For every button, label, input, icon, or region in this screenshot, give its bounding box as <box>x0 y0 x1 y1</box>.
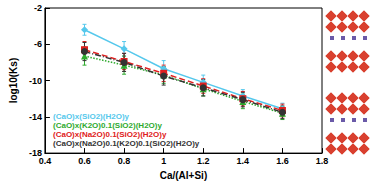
svg-text:-2: -2 <box>34 3 42 13</box>
svg-text:(CaO)x(Na2O)0.1(K2O)0.1(SiO2)(: (CaO)x(Na2O)0.1(K2O)0.1(SiO2)(H2O)y <box>53 139 200 148</box>
svg-text:log10(Ks): log10(Ks) <box>8 58 19 104</box>
svg-text:1.4: 1.4 <box>237 156 250 166</box>
svg-text:Ca/(Al+Si): Ca/(Al+Si) <box>160 170 208 181</box>
svg-text:-10: -10 <box>29 76 42 86</box>
svg-text:0.6: 0.6 <box>78 156 91 166</box>
svg-text:0.4: 0.4 <box>39 156 52 166</box>
svg-text:-14: -14 <box>29 112 42 122</box>
svg-text:(CaO)x(SiO2)(H2O)y: (CaO)x(SiO2)(H2O)y <box>53 112 130 121</box>
svg-text:0.8: 0.8 <box>118 156 131 166</box>
svg-text:1.8: 1.8 <box>316 156 329 166</box>
svg-text:1.6: 1.6 <box>276 156 289 166</box>
svg-text:(CaO)x(K2O)0.1(SiO2)(H2O)y: (CaO)x(K2O)0.1(SiO2)(H2O)y <box>53 121 162 130</box>
svg-text:-18: -18 <box>28 148 42 159</box>
svg-text:1.2: 1.2 <box>197 156 210 166</box>
svg-text:(CaO)x(Na2O)0.1(SiO2)(H2O)y: (CaO)x(Na2O)0.1(SiO2)(H2O)y <box>53 130 167 139</box>
svg-text:1: 1 <box>161 156 166 166</box>
svg-text:-6: -6 <box>34 39 42 49</box>
